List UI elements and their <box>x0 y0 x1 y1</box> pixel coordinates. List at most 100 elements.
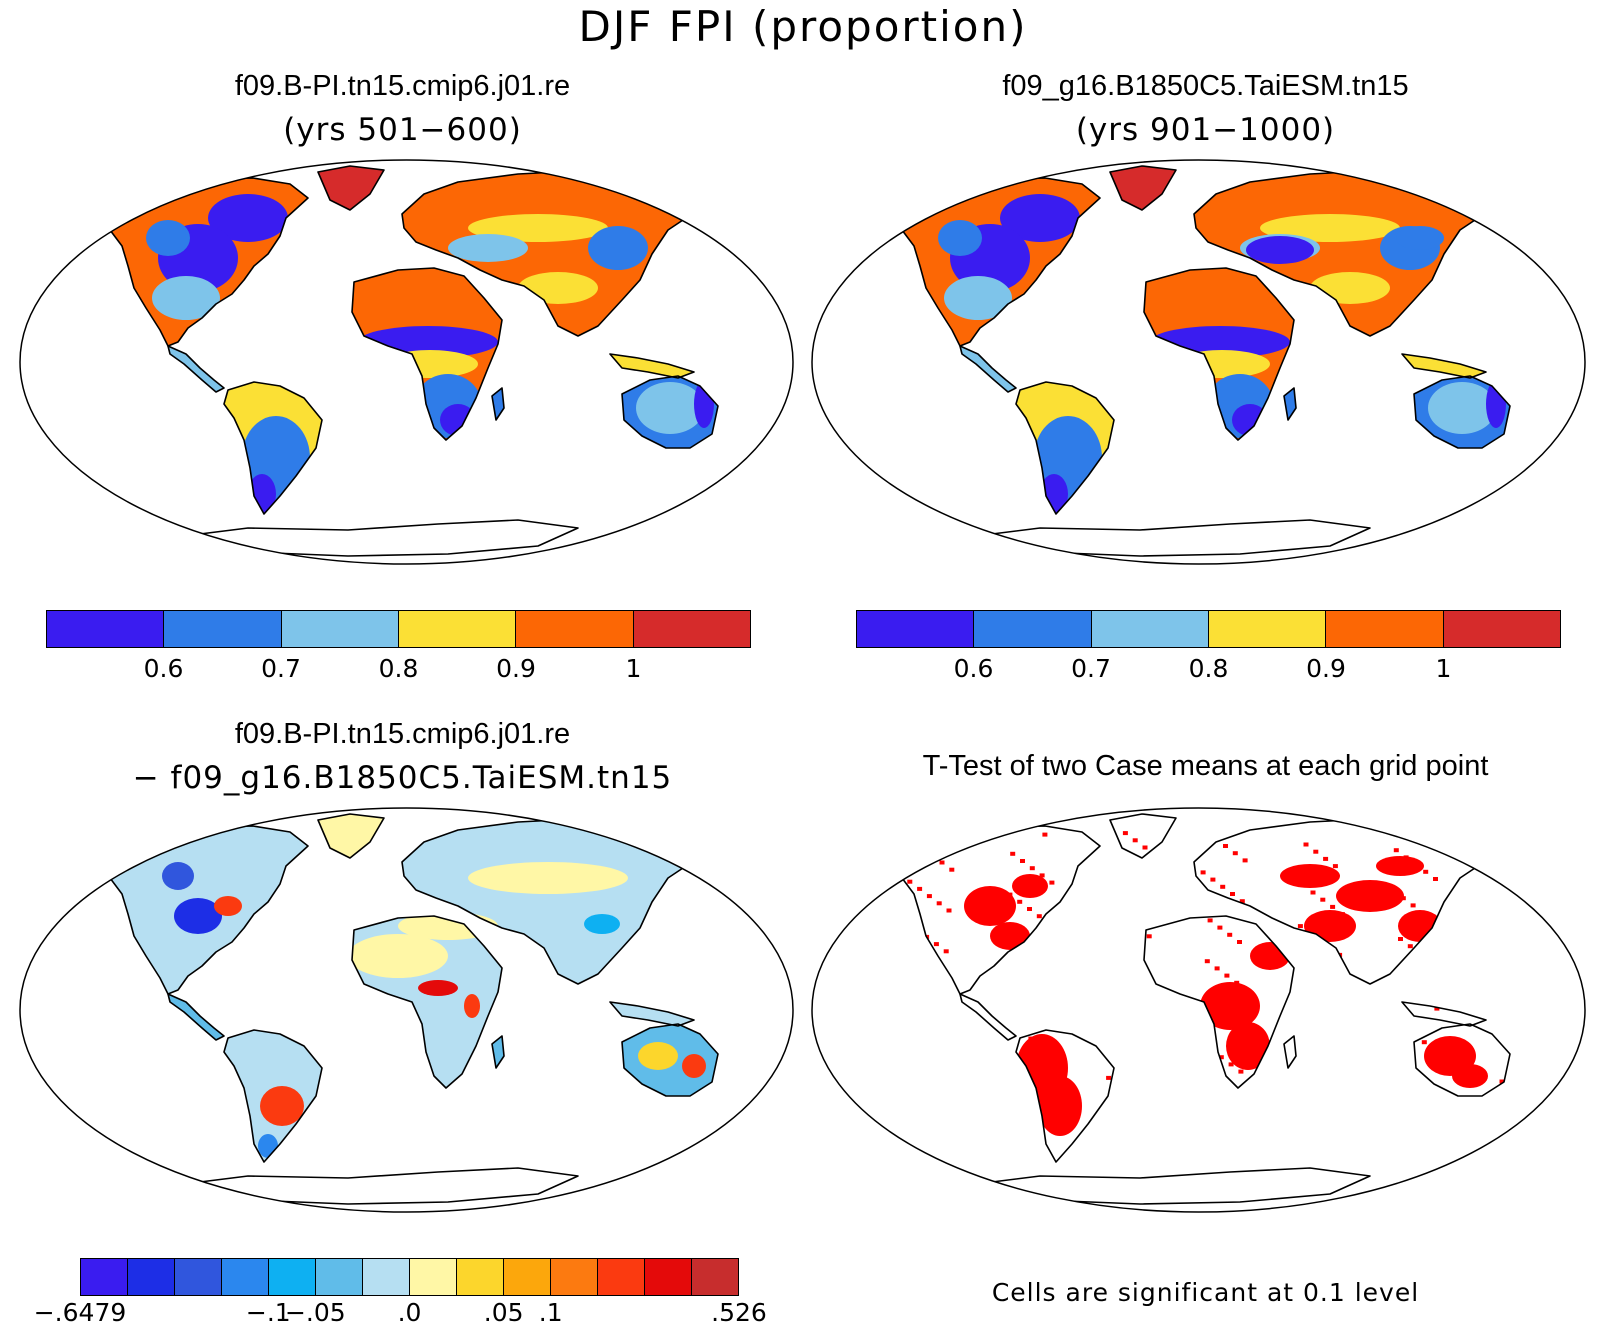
panel-1-map <box>19 159 794 565</box>
colorbar-swatch <box>857 611 975 647</box>
coastline-africa <box>351 267 503 441</box>
value-region <box>464 994 480 1018</box>
panel-1-subtitle: (yrs 501−600) <box>283 112 522 148</box>
land-eurasia <box>402 170 708 336</box>
significance-note: Cells are significant at 0.1 level <box>991 1278 1420 1307</box>
panel-4-map <box>811 807 1586 1213</box>
colorbar-tick-label: 0.7 <box>1071 654 1111 683</box>
colorbar-swatch <box>1208 611 1327 647</box>
panel-3-colorbar <box>80 1258 739 1296</box>
coastline-central-america <box>959 345 1017 393</box>
land-central-america <box>960 346 1016 392</box>
value-region <box>214 896 242 916</box>
colorbar-swatch <box>1091 611 1209 647</box>
significant-region <box>1336 880 1404 912</box>
value-region <box>162 862 194 890</box>
value-region <box>636 382 704 434</box>
land-greenland <box>1110 814 1176 858</box>
coastline-madagascar <box>491 387 505 421</box>
value-region <box>260 1086 304 1126</box>
significant-region <box>990 922 1030 950</box>
coastline-greenland <box>1109 165 1177 211</box>
value-region <box>208 194 288 242</box>
value-region <box>944 276 1012 320</box>
coastline-australia <box>1413 1023 1511 1097</box>
panel-1-title: f09.B-PI.tn15.cmip6.j01.re <box>234 70 571 102</box>
value-region <box>174 898 222 934</box>
map-border <box>19 159 794 565</box>
colorbar-tick-label: 0.6 <box>953 654 994 683</box>
panel-2-subtitle: (yrs 901−1000) <box>1075 112 1336 148</box>
coastline-south-america <box>1015 1029 1115 1163</box>
land-se-asia-islands <box>610 1002 694 1026</box>
map-border <box>811 807 1586 1213</box>
value-region <box>638 1042 678 1070</box>
colorbar-tick-label: 0.8 <box>378 654 419 683</box>
colorbar-swatch <box>504 1259 551 1295</box>
panel-2-title: f09_g16.B1850C5.TaiESM.tn15 <box>1002 70 1409 102</box>
panel-3-title: f09.B-PI.tn15.cmip6.j01.re <box>234 718 571 750</box>
coastline-africa <box>351 915 503 1089</box>
colorbar-tick-label: 0.8 <box>1188 654 1229 683</box>
coastline-australia <box>621 1023 719 1097</box>
colorbar-tick-label: 0.9 <box>1306 654 1346 683</box>
colorbar-swatch <box>633 611 750 647</box>
colorbar-swatch <box>1326 611 1444 647</box>
significant-region <box>1376 856 1424 876</box>
map-border <box>19 807 794 1213</box>
coastline-se-asia-islands <box>609 353 695 379</box>
colorbar-swatch <box>974 611 1092 647</box>
land-greenland <box>1110 166 1176 210</box>
significant-region <box>1038 1076 1082 1136</box>
value-region <box>468 214 608 242</box>
significant-region <box>964 886 1016 926</box>
value-region <box>146 220 190 256</box>
coastline-north-america <box>869 177 1101 347</box>
colorbar-tick-label: −.6479 <box>33 1298 127 1327</box>
colorbar-tick-label: 0.6 <box>143 654 184 683</box>
colorbar-swatch <box>1443 611 1560 647</box>
colorbar-swatch <box>363 1259 410 1295</box>
panel-2-colorbar <box>856 610 1561 648</box>
value-region <box>588 226 648 270</box>
colorbar-swatch <box>164 611 282 647</box>
significant-region <box>1200 982 1260 1030</box>
colorbar-swatch <box>692 1259 738 1295</box>
colorbar-tick-label: 1 <box>1435 654 1452 683</box>
colorbar-swatch <box>47 611 165 647</box>
significant-region <box>1226 1022 1270 1070</box>
coastline-central-america <box>167 345 225 393</box>
significant-region <box>1452 1064 1488 1088</box>
colorbar-swatch <box>222 1259 269 1295</box>
land-se-asia-islands <box>610 354 694 378</box>
coastline-south-america <box>223 381 323 515</box>
colorbar-swatch <box>316 1259 363 1295</box>
value-region <box>418 980 458 996</box>
land-central-america <box>168 994 224 1040</box>
colorbar-swatch <box>551 1259 598 1295</box>
colorbar-swatch <box>175 1259 222 1295</box>
colorbar-swatch <box>398 611 517 647</box>
land-se-asia-islands <box>1402 1002 1486 1026</box>
land-central-america <box>168 346 224 392</box>
coastline-africa <box>1143 915 1295 1089</box>
colorbar-swatch <box>128 1259 175 1295</box>
coastline-central-america <box>959 993 1017 1041</box>
coastline-central-america <box>167 993 225 1041</box>
panel-2-map <box>811 159 1586 565</box>
colorbar-tick-label: .05 <box>483 1298 524 1327</box>
colorbar-tick-label: .0 <box>397 1298 422 1327</box>
colorbar-tick-label: 0.9 <box>496 654 536 683</box>
value-region <box>938 220 982 256</box>
coastline-greenland <box>1109 813 1177 859</box>
significant-region <box>1280 864 1340 888</box>
panel-1-colorbar-labels: 0.6 0.7 0.8 0.9 1 <box>46 654 751 686</box>
value-region <box>448 234 528 262</box>
panel-2-colorbar-labels: 0.6 0.7 0.8 0.9 1 <box>856 654 1561 686</box>
coastline-madagascar <box>491 1035 505 1069</box>
value-region <box>682 1054 706 1078</box>
colorbar-tick-label: .526 <box>711 1298 767 1327</box>
colorbar-tick-label: −.1 <box>245 1298 291 1327</box>
land-greenland <box>318 814 384 858</box>
colorbar-swatch <box>81 1259 128 1295</box>
